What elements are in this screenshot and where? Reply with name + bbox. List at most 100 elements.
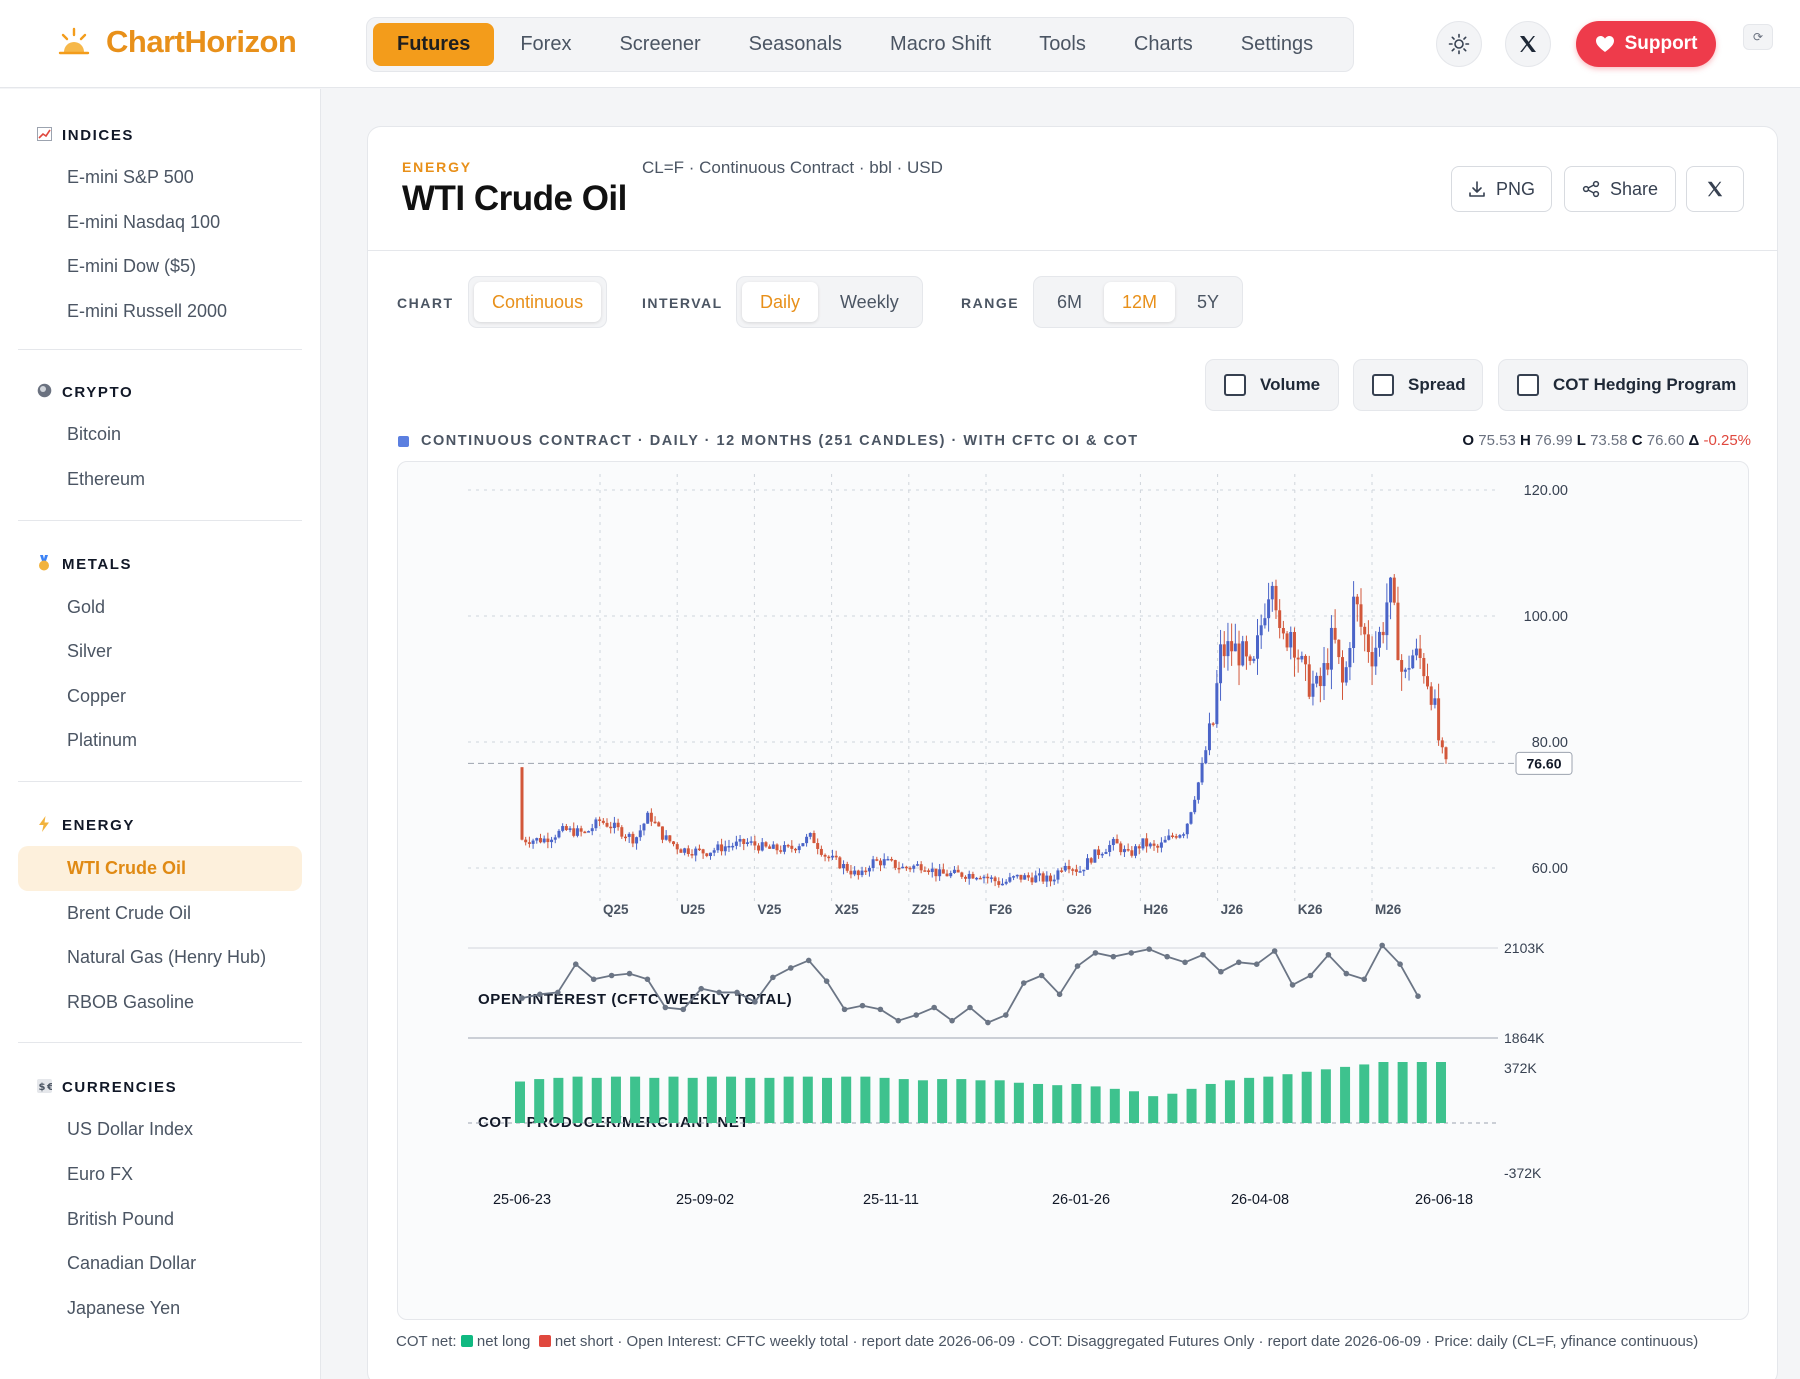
volume-checkbox[interactable] [1224, 374, 1246, 396]
candle-body [561, 826, 565, 831]
oi-point [1074, 963, 1081, 969]
nav-seasonals[interactable]: Seasonals [748, 33, 843, 55]
oi-point [895, 1017, 902, 1024]
candle-body [1426, 676, 1430, 687]
sidebar-item-rbob[interactable]: RBOB Gasoline [67, 991, 195, 1012]
sidebar-item-cad[interactable]: Canadian Dollar [67, 1253, 197, 1274]
section-header: METALS [18, 545, 302, 585]
oi-point [734, 989, 740, 996]
candle-body [1230, 641, 1234, 652]
sidebar-item-natgas[interactable]: Natural Gas (Henry Hub) [67, 947, 267, 968]
sidebar-item-ethereum[interactable]: Ethereum [67, 468, 146, 489]
interval-weekly-button[interactable]: Weekly [840, 292, 899, 312]
sidebar-item-euro[interactable]: Euro FX [67, 1163, 134, 1184]
close-value: 76.60 [1646, 432, 1685, 449]
candle-body [1311, 683, 1315, 697]
candle-body [1403, 669, 1407, 672]
candle-body [1363, 626, 1367, 635]
sidebar-item-platinum[interactable]: Platinum [67, 730, 138, 751]
candle-body [1281, 628, 1285, 634]
cot-hedging-checkbox[interactable] [1517, 374, 1539, 396]
sidebar-item-silver[interactable]: Silver [67, 641, 113, 662]
sidebar-item-ym[interactable]: E-mini Dow ($5) [67, 256, 197, 277]
chart-svg[interactable]: 120.00 100.00 80.00 60.00 76.60 Q25 U25 V25 X25… [398, 462, 1750, 1321]
sidebar-item-gbp[interactable]: British Pound [67, 1208, 175, 1229]
nav-charts[interactable]: Charts [1133, 33, 1193, 55]
candle-body [890, 858, 894, 861]
nav-macro-shift[interactable]: Macro Shift [890, 33, 992, 55]
x-social-button[interactable] [1505, 21, 1551, 67]
candle-body [779, 850, 783, 852]
candle-body [1329, 627, 1333, 670]
candle-body [786, 844, 790, 847]
candle-body [1318, 675, 1322, 687]
sidebar-item-es[interactable]: E-mini S&P 500 [67, 167, 194, 187]
candle-body [1008, 877, 1012, 882]
candle-body [697, 848, 701, 851]
oi-point [1218, 968, 1224, 975]
sidebar-item-copper[interactable]: Copper [67, 685, 127, 706]
candle-body [1196, 782, 1200, 800]
sidebar-item-gold[interactable]: Gold [67, 596, 106, 617]
cot-hedging-toggle[interactable]: COT Hedging Program [1498, 359, 1748, 411]
sidebar-item-wti-crude-oil[interactable]: WTI Crude Oil [18, 845, 302, 891]
share-button[interactable]: Share [1564, 166, 1676, 212]
candle-body [609, 826, 613, 829]
nav-tools[interactable]: Tools [1039, 33, 1086, 55]
candle-body [590, 828, 594, 832]
sun-logo-icon [58, 26, 90, 58]
candle-body [635, 837, 639, 844]
range-6m-button[interactable]: 6M [1057, 292, 1083, 312]
series-swatch [398, 435, 409, 447]
candle-body [734, 841, 738, 846]
candle-body [1122, 849, 1126, 853]
date-tick-label: 26-01-26 [1052, 1192, 1110, 1208]
candle-body [1174, 836, 1178, 838]
ohlc-readout: O 75.53 H 76.99 L 73.58 C 76.60 Δ -0.25% [1462, 432, 1751, 449]
sidebar-item-dxy[interactable]: US Dollar Index [67, 1119, 194, 1140]
candle-body [1104, 851, 1108, 854]
candle-body [1134, 846, 1138, 856]
support-button[interactable]: Support [1576, 21, 1716, 67]
interval-daily-button[interactable]: Daily [742, 282, 819, 322]
range-12m-button[interactable]: 12M [1104, 282, 1176, 322]
theme-toggle-button[interactable] [1436, 21, 1482, 67]
candle-body [1300, 655, 1304, 660]
nav-screener[interactable]: Screener [619, 33, 701, 55]
nav-forex[interactable]: Forex [520, 33, 572, 55]
sidebar-item-jpy[interactable]: Japanese Yen [67, 1297, 181, 1318]
candle-body [1333, 627, 1337, 640]
spread-checkbox[interactable] [1372, 374, 1394, 396]
nav-futures[interactable]: Futures [373, 23, 495, 66]
sidebar-item-bitcoin[interactable]: Bitcoin [67, 424, 122, 445]
candle-body [1026, 875, 1030, 878]
candle-body [631, 833, 635, 844]
contract-label: X25 [835, 902, 860, 917]
sidebar-item-brent[interactable]: Brent Crude Oil [67, 902, 192, 923]
candle-body [1200, 763, 1204, 783]
range-5y-button[interactable]: 5Y [1197, 292, 1220, 312]
cot-tick-label: 372K [1504, 1060, 1537, 1076]
volume-toggle[interactable]: Volume [1205, 359, 1339, 411]
candle-body [838, 857, 842, 869]
refresh-mini-button[interactable]: ⟳ [1743, 24, 1773, 50]
contract-label: G26 [1066, 902, 1092, 917]
post-to-x-button[interactable] [1686, 166, 1744, 212]
low-label: L [1576, 432, 1586, 449]
candle-body [1097, 849, 1101, 856]
chart-label: CHART [397, 295, 454, 311]
sidebar-item-rty[interactable]: E-mini Russell 2000 [67, 300, 228, 321]
png-download-button[interactable]: PNG [1451, 166, 1552, 212]
oi-point [1236, 959, 1242, 966]
spread-toggle[interactable]: Spread [1353, 359, 1483, 411]
chart-continuous-button[interactable]: Continuous [474, 282, 602, 322]
nav-settings[interactable]: Settings [1240, 33, 1314, 55]
candle-body [1326, 663, 1330, 670]
candle-body [934, 868, 938, 877]
chart-area[interactable]: 120.00 100.00 80.00 60.00 76.60 Q25 U25 V25 X25… [397, 461, 1749, 1320]
sidebar-item-nq[interactable]: E-mini Nasdaq 100 [67, 211, 221, 232]
logo[interactable]: ChartHorizon [58, 24, 297, 60]
candle-body [1167, 835, 1171, 840]
candle-body [1145, 838, 1149, 847]
cot-bar [1359, 1064, 1370, 1123]
